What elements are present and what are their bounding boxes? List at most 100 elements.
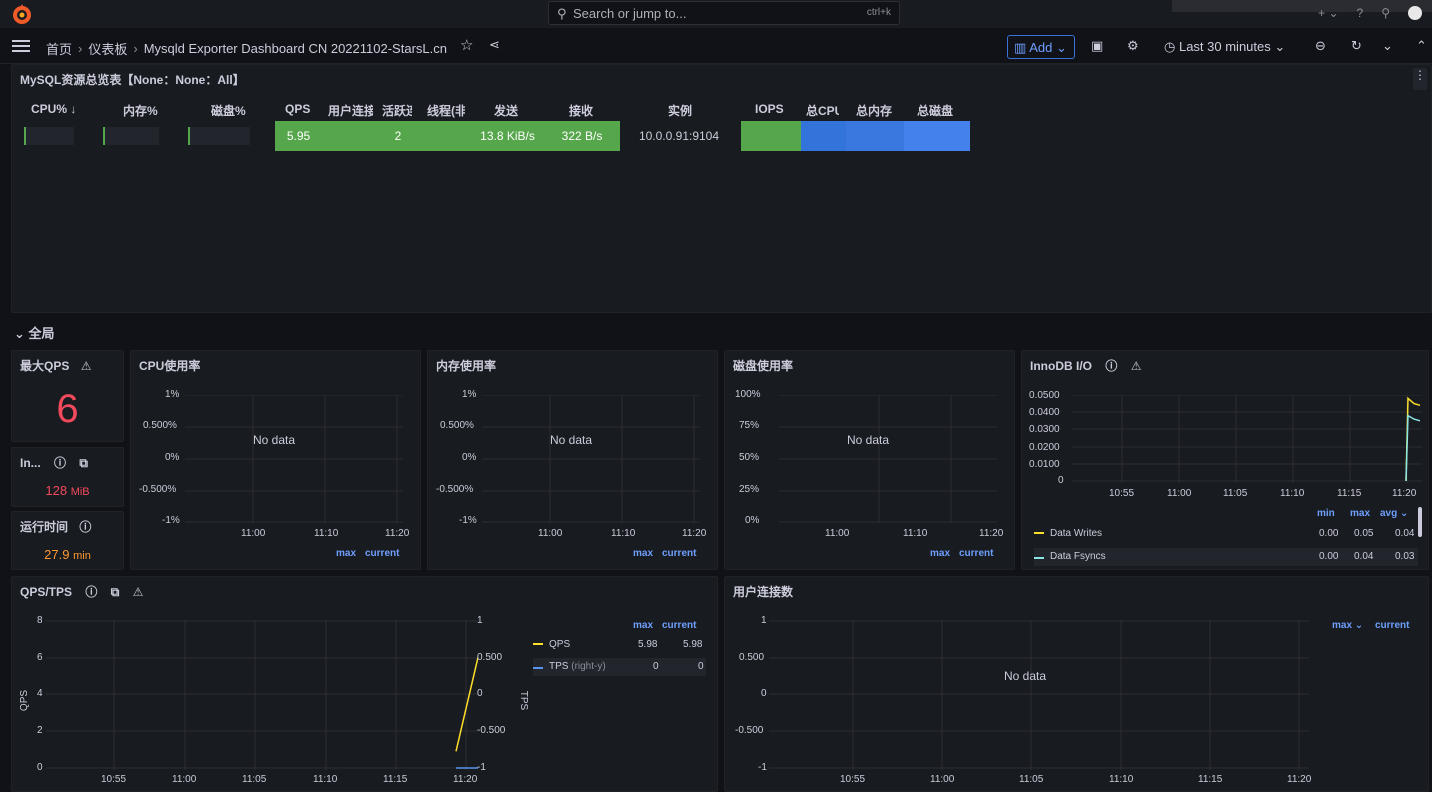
max-qps-stat-panel: 最大QPS ⚠ 6 bbox=[11, 350, 124, 442]
refresh-icon[interactable]: ↻ bbox=[1351, 38, 1362, 53]
legend-current[interactable]: current bbox=[662, 548, 697, 559]
gear-icon[interactable]: ⚙ bbox=[1127, 38, 1139, 53]
news-icon[interactable]: ⚲ bbox=[1381, 6, 1390, 20]
panel-title: 用户连接数 bbox=[733, 585, 794, 599]
col-instance[interactable]: 实例 bbox=[668, 104, 693, 118]
overview-table-panel: MySQL资源总览表【None：None：All】 ⋮ CPU% ↓ 内存% 磁… bbox=[11, 64, 1432, 313]
top-bar: ⚲ Search or jump to... ctrl+k + ⌄ ? ⚲ bbox=[0, 0, 1432, 28]
x-tick: 11:00 bbox=[538, 528, 563, 539]
y-tick-right: -1 bbox=[477, 762, 486, 773]
y-tick: 100% bbox=[735, 389, 761, 400]
legend-current[interactable]: current bbox=[959, 548, 994, 559]
disk-usage-panel: 磁盘使用率 100% 75% 50% 25% 0% 11:00 11:10 11… bbox=[724, 350, 1015, 570]
share-icon[interactable]: ⋖ bbox=[489, 37, 500, 52]
info-icon[interactable]: ⓘ bbox=[54, 456, 67, 470]
legend-row-tps[interactable]: TPS (right-y) 0 0 bbox=[533, 658, 706, 676]
col-active[interactable]: 活跃连 bbox=[382, 104, 412, 118]
col-received[interactable]: 接收 bbox=[569, 104, 594, 118]
external-link-icon[interactable]: ⧉ bbox=[79, 456, 88, 470]
x-tick: 11:20 bbox=[1287, 774, 1312, 785]
stat-title: 运行时间 bbox=[20, 520, 69, 534]
add-label: Add bbox=[1029, 40, 1053, 55]
legend-max[interactable]: max bbox=[1350, 508, 1371, 519]
x-tick: 11:00 bbox=[241, 528, 266, 539]
legend-current[interactable]: current bbox=[365, 548, 400, 559]
series-line-data-writes bbox=[1405, 396, 1421, 482]
cell-total-disk bbox=[904, 121, 970, 151]
warning-icon[interactable]: ⚠ bbox=[80, 359, 92, 373]
save-icon[interactable]: ▣ bbox=[1091, 38, 1104, 53]
uptime-value: 27.9 min bbox=[12, 547, 123, 562]
legend-max[interactable]: max bbox=[633, 548, 654, 559]
legend-row-qps[interactable]: QPS 5.98 5.98 bbox=[533, 639, 706, 657]
col-total-disk[interactable]: 总磁盘 bbox=[917, 104, 954, 118]
x-tick: 11:20 bbox=[385, 528, 410, 539]
info-icon[interactable]: ⓘ bbox=[79, 520, 92, 534]
breadcrumb-dashboards[interactable]: 仪表板 bbox=[88, 42, 128, 57]
x-tick: 11:20 bbox=[453, 774, 478, 785]
legend-min[interactable]: min bbox=[1317, 508, 1335, 519]
y-tick: 4 bbox=[37, 688, 43, 699]
panel-title: In... ⓘ ⧉ bbox=[20, 454, 88, 471]
series-max: 0 bbox=[653, 661, 659, 672]
x-tick: 11:05 bbox=[1223, 488, 1248, 499]
panel-menu-icon[interactable]: ⋮ bbox=[1413, 68, 1427, 90]
y-tick: 6 bbox=[37, 652, 43, 663]
legend-max[interactable]: max bbox=[930, 548, 951, 559]
info-icon[interactable]: ⓘ bbox=[1105, 359, 1118, 373]
top-right-strip bbox=[1172, 0, 1432, 12]
star-icon[interactable]: ☆ bbox=[460, 37, 474, 54]
qps-tps-panel: QPS/TPS ⓘ ⧉ ⚠ 8 6 4 2 0 QPS 1 0.500 0 -0… bbox=[11, 576, 718, 792]
col-cpu[interactable]: CPU% ↓ bbox=[31, 102, 77, 116]
col-mem[interactable]: 内存% bbox=[123, 104, 158, 118]
mem-gauge bbox=[103, 127, 159, 145]
cpu-usage-panel: CPU使用率 1% 0.500% 0% -0.500% -1% 11:00 11… bbox=[130, 350, 421, 570]
cell-iops bbox=[741, 121, 801, 151]
no-data-label: No data bbox=[550, 433, 593, 447]
time-picker[interactable]: ◷ Last 30 minutes ⌄ bbox=[1164, 39, 1286, 54]
row-collapse-global[interactable]: ⌄ 全局 bbox=[14, 326, 55, 341]
legend-avg[interactable]: avg ⌄ bbox=[1380, 508, 1409, 519]
legend-current[interactable]: current bbox=[662, 620, 697, 631]
col-connections[interactable]: 用户连接 bbox=[328, 104, 373, 118]
legend-current[interactable]: current bbox=[1375, 620, 1410, 631]
y-tick: 0.0200 bbox=[1029, 442, 1060, 453]
legend-max[interactable]: max bbox=[336, 548, 357, 559]
col-iops[interactable]: IOPS bbox=[755, 102, 784, 116]
series-avg: 0.03 bbox=[1395, 551, 1415, 562]
refresh-interval-chevron-icon[interactable]: ⌄ bbox=[1382, 38, 1393, 53]
breadcrumb: 首页 › 仪表板 › Mysqld Exporter Dashboard CN … bbox=[46, 39, 447, 58]
info-icon[interactable]: ⓘ bbox=[85, 585, 98, 599]
x-tick: 11:10 bbox=[903, 528, 928, 539]
col-total-cpu[interactable]: 总CPU bbox=[806, 104, 839, 118]
warning-icon[interactable]: ⚠ bbox=[132, 585, 144, 599]
y-tick-right: 1 bbox=[477, 615, 483, 626]
add-button[interactable]: ▥ Add ⌄ bbox=[1007, 35, 1075, 59]
legend-max[interactable]: max ⌄ bbox=[1332, 620, 1364, 631]
warning-icon[interactable]: ⚠ bbox=[1130, 359, 1142, 373]
help-icon[interactable]: ? bbox=[1356, 6, 1364, 20]
col-qps[interactable]: QPS bbox=[285, 102, 311, 116]
menu-icon[interactable] bbox=[12, 40, 30, 52]
zoom-out-icon[interactable]: ⊖ bbox=[1315, 38, 1326, 53]
legend-scrollbar[interactable] bbox=[1418, 507, 1422, 537]
new-plus-icon[interactable]: + ⌄ bbox=[1318, 6, 1339, 20]
external-link-icon[interactable]: ⧉ bbox=[110, 585, 120, 599]
collapse-icon[interactable]: ⌃ bbox=[1416, 38, 1427, 53]
col-threads[interactable]: 线程(非 bbox=[427, 104, 465, 118]
breadcrumb-title[interactable]: Mysqld Exporter Dashboard CN 20221102-St… bbox=[143, 41, 447, 56]
breadcrumb-home[interactable]: 首页 bbox=[46, 42, 73, 57]
y-tick: 0 bbox=[1058, 475, 1064, 486]
search-bar[interactable]: ⚲ Search or jump to... ctrl+k bbox=[548, 1, 900, 25]
col-disk[interactable]: 磁盘% bbox=[211, 104, 246, 118]
avatar[interactable] bbox=[1408, 6, 1422, 20]
grafana-logo-icon[interactable] bbox=[10, 2, 34, 26]
x-tick: 11:10 bbox=[1109, 774, 1134, 785]
legend-row-data-writes[interactable]: Data Writes 0.00 0.05 0.04 bbox=[1034, 528, 1418, 546]
col-total-mem[interactable]: 总内存 bbox=[856, 104, 893, 118]
cell-instance[interactable]: 10.0.0.91:9104 bbox=[638, 129, 720, 143]
innodb-buffer-stat-panel: In... ⓘ ⧉ 128 MiB bbox=[11, 447, 124, 507]
legend-max[interactable]: max bbox=[633, 620, 654, 631]
legend-row-data-fsyncs[interactable]: Data Fsyncs 0.00 0.04 0.03 bbox=[1034, 548, 1418, 566]
col-sent[interactable]: 发送 bbox=[494, 104, 519, 118]
